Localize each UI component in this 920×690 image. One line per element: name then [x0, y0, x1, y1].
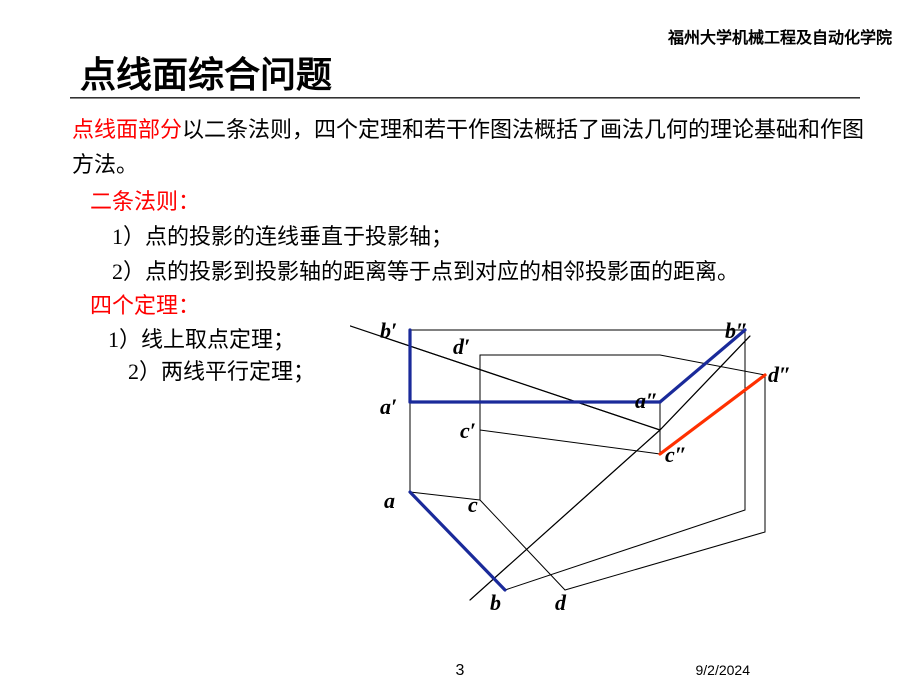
institute-header: 福州大学机械工程及自动化学院 — [668, 24, 892, 48]
label-bp: b′ — [380, 318, 397, 344]
slide-date: 9/2/2024 — [696, 662, 751, 678]
projection-diagram: b′ d′ b″ d″ a′ a″ c′ c″ a c b d — [350, 300, 810, 640]
label-cpp: c″ — [665, 442, 687, 468]
label-dp: d′ — [453, 334, 470, 360]
title-underline — [70, 97, 860, 99]
slide-title: 点线面综合问题 — [80, 46, 332, 98]
label-dpp: d″ — [768, 362, 791, 388]
theorems-heading: 四个定理： — [90, 288, 200, 320]
label-ap: a′ — [380, 394, 397, 420]
theorem-1: 1）线上取点定理； — [108, 322, 295, 354]
intro-paragraph: 点线面部分以二条法则，四个定理和若干作图法概括了画法几何的理论基础和作图方法。 — [72, 112, 872, 182]
label-d: d — [555, 590, 566, 616]
intro-keyword: 点线面部分 — [72, 117, 182, 142]
theorem-2: 2）两线平行定理； — [128, 354, 315, 386]
label-a: a — [384, 488, 395, 514]
label-b: b — [490, 590, 501, 616]
page-number: 3 — [456, 662, 465, 680]
rule-1: 1）点的投影的连线垂直于投影轴； — [112, 219, 453, 251]
label-bpp: b″ — [725, 318, 748, 344]
rules-heading: 二条法则： — [90, 184, 200, 216]
label-app: a″ — [635, 388, 658, 414]
intro-rest: 以二条法则，四个定理和若干作图法概括了画法几何的理论基础和作图方法。 — [72, 117, 864, 177]
label-c: c — [468, 492, 478, 518]
label-cp: c′ — [460, 418, 476, 444]
rule-2: 2）点的投影到投影轴的距离等于点到对应的相邻投影面的距离。 — [112, 254, 739, 286]
